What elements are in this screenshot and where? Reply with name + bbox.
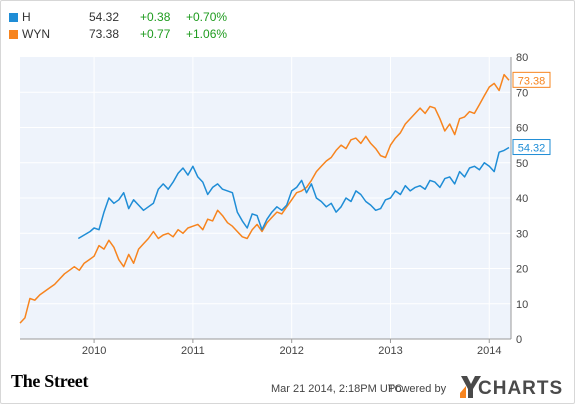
legend-change: +0.77: [140, 27, 171, 41]
y-tick-label: 70: [516, 87, 528, 99]
y-tick-label: 10: [516, 299, 528, 311]
x-tick-label: 2014: [477, 345, 501, 357]
legend-swatch-h: [9, 13, 18, 22]
legend-percent: +1.06%: [186, 27, 228, 41]
legend-ticker: WYN: [22, 27, 50, 41]
legend-price: 73.38: [89, 27, 120, 41]
powered-by-label: Powered by: [388, 383, 447, 395]
y-tick-label: 0: [516, 334, 522, 346]
series-line-h: [77, 146, 510, 240]
legend-price: 54.32: [89, 10, 120, 24]
legend-ticker: H: [22, 10, 31, 24]
last-value-label: 73.38: [518, 75, 546, 87]
last-value-label: 54.32: [518, 143, 546, 155]
last-value-box: [512, 71, 551, 88]
ycharts-wordmark: CHARTS: [478, 378, 564, 399]
series-line-wyn: [19, 73, 510, 324]
x-tick-label: 2011: [181, 345, 205, 357]
line-chart: 0 10 20 30 40 50 60 70 80 2010 2011 2012 2013 2014 54.…: [19, 52, 551, 357]
legend-swatch-wyn: [9, 30, 18, 39]
y-tick-label: 50: [516, 158, 528, 170]
y-tick-label: 60: [516, 123, 528, 135]
x-tick-label: 2012: [279, 345, 303, 357]
ycharts-y-icon: [460, 376, 481, 398]
y-tick-label: 40: [516, 193, 528, 205]
footer: The Street Mar 21 2014, 2:18PM UTC. Powe…: [1, 363, 575, 405]
legend-percent: +0.70%: [186, 10, 228, 24]
timestamp: Mar 21 2014, 2:18PM UTC.: [271, 383, 406, 395]
x-tick-label: 2010: [82, 345, 106, 357]
y-tick-label: 80: [516, 52, 528, 64]
x-tick-label: 2013: [378, 345, 402, 357]
thestreet-logo: The Street: [11, 371, 89, 391]
legend-change: +0.38: [140, 10, 171, 24]
y-tick-label: 20: [516, 264, 528, 276]
last-value-box: [512, 139, 551, 156]
y-tick-label: 30: [516, 228, 528, 240]
ycharts-logo[interactable]: CHARTS: [460, 375, 570, 401]
